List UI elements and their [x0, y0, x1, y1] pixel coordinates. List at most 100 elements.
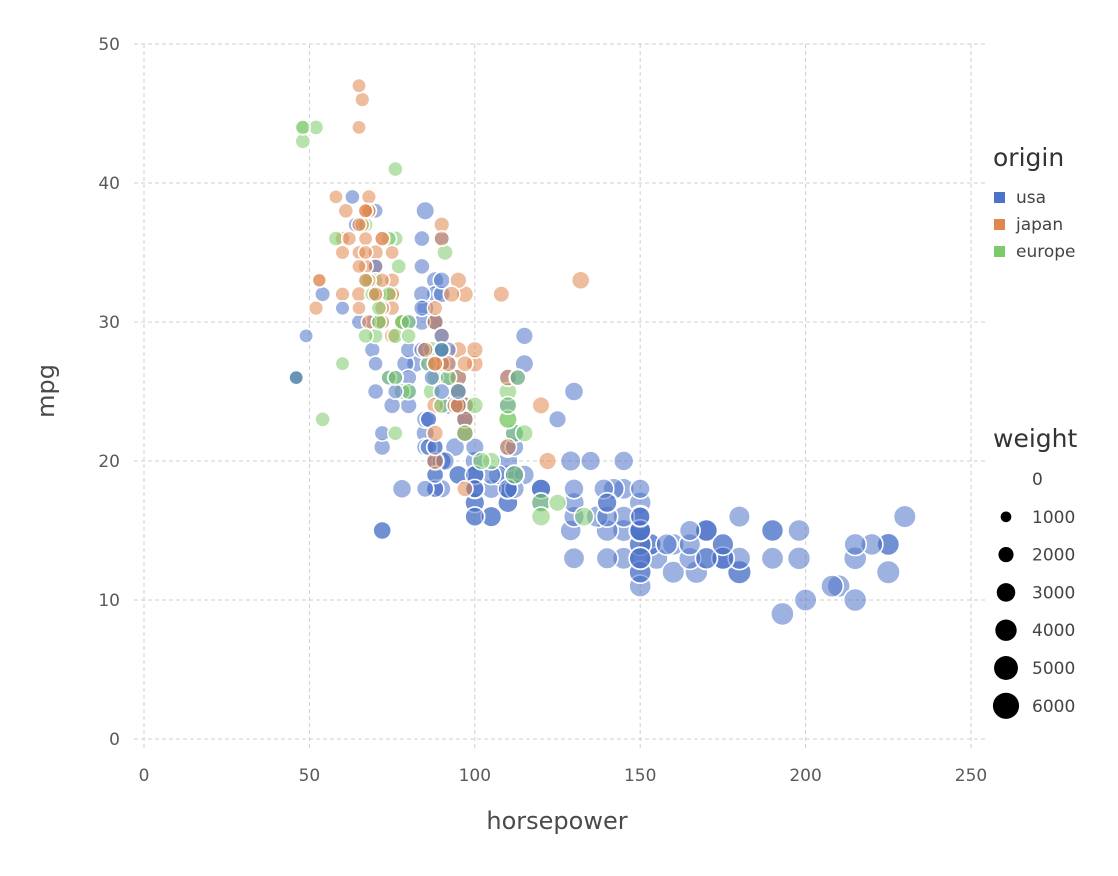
point-japan — [350, 77, 367, 94]
point-usa — [372, 520, 393, 541]
color-legend-title: origin — [993, 143, 1064, 172]
point-usa — [579, 450, 602, 472]
point-japan — [531, 395, 551, 416]
point-usa — [343, 188, 361, 206]
point-usa — [786, 545, 812, 571]
size-legend-dot — [996, 583, 1016, 602]
point-europe — [386, 424, 404, 442]
point-japan — [340, 230, 358, 247]
size-legend-label: 1000 — [1032, 508, 1075, 528]
point-japan — [455, 354, 474, 373]
x-tick-label: 50 — [299, 766, 321, 786]
size-legend-title: weight — [993, 424, 1077, 453]
point-usa — [727, 504, 752, 529]
point-usa — [760, 518, 785, 543]
point-usa — [793, 587, 818, 612]
x-axis: 0 50 100 150 200 250 — [139, 766, 988, 786]
point-japan — [357, 272, 374, 289]
point-japan — [337, 202, 355, 220]
point-japan — [492, 285, 511, 304]
point-usa — [770, 601, 795, 627]
point-europe — [514, 423, 535, 443]
y-axis-title: mpg — [32, 364, 60, 418]
point-europe — [294, 119, 311, 136]
point-japan — [384, 244, 401, 261]
point-usa — [842, 587, 868, 613]
x-tick-label: 250 — [955, 766, 987, 786]
size-legend-label: 2000 — [1032, 546, 1075, 566]
point-japan — [442, 285, 461, 304]
point-usa — [655, 532, 679, 556]
y-tick-label: 30 — [98, 313, 120, 333]
point-usa — [892, 504, 917, 529]
y-tick-label: 0 — [109, 730, 120, 750]
size-legend-label: 0 — [1032, 470, 1043, 490]
size-legend-label: 5000 — [1032, 659, 1075, 679]
point-japan — [426, 424, 445, 443]
point-usa — [367, 355, 384, 373]
point-japan — [433, 230, 451, 248]
point-europe — [390, 257, 408, 275]
point-europe — [400, 327, 417, 345]
point-usa — [820, 574, 845, 599]
point-europe — [508, 368, 527, 387]
point-japan — [307, 299, 325, 317]
point-japan — [367, 286, 384, 303]
point-europe — [370, 313, 388, 331]
point-usa — [412, 229, 431, 248]
point-usa — [464, 506, 486, 528]
point-europe — [547, 493, 568, 513]
point-japan — [334, 244, 351, 261]
point-usa — [628, 546, 653, 571]
point-japan — [426, 355, 444, 373]
point-europe — [471, 451, 492, 471]
size-legend-dot — [994, 656, 1018, 680]
point-japan — [357, 244, 374, 261]
point-usa — [694, 546, 719, 571]
points — [288, 77, 917, 627]
point-japan — [334, 286, 351, 303]
y-tick-label: 20 — [98, 452, 120, 472]
point-usa — [314, 285, 332, 303]
point-europe — [386, 160, 404, 178]
y-tick-label: 40 — [98, 174, 120, 194]
point-usa — [612, 450, 635, 472]
point-europe — [573, 506, 595, 528]
point-japan — [537, 451, 558, 471]
point-usa — [563, 381, 585, 402]
point-japan — [351, 300, 367, 316]
point-europe — [455, 423, 475, 443]
size-legend-label: 3000 — [1032, 583, 1075, 603]
color-legend: origin usa japan europe — [993, 143, 1076, 262]
point-usa — [787, 518, 811, 543]
point-europe — [357, 327, 374, 345]
legend-swatch-europe — [994, 246, 1005, 257]
y-tick-label: 10 — [98, 591, 120, 611]
x-tick-label: 0 — [139, 766, 150, 786]
point-japan — [360, 188, 378, 206]
point-japan — [357, 230, 374, 247]
point-usa — [711, 532, 735, 557]
point-usa — [514, 326, 535, 346]
point-europe — [498, 395, 518, 416]
point-europe — [334, 355, 351, 372]
point-usa — [678, 519, 701, 542]
point-japan — [570, 270, 591, 291]
point-japan — [354, 91, 371, 108]
x-axis-title: horsepower — [486, 807, 627, 835]
size-legend-label: 4000 — [1032, 621, 1075, 641]
size-legend-dot — [998, 547, 1014, 563]
point-usa — [559, 449, 582, 473]
point-usa — [432, 382, 451, 401]
point-japan — [350, 258, 367, 275]
point-usa — [298, 327, 315, 344]
point-europe — [400, 313, 418, 331]
size-legend-dot — [995, 619, 1017, 641]
x-tick-label: 100 — [459, 766, 491, 786]
point-usa — [596, 492, 618, 514]
point-usa — [875, 559, 901, 585]
point-usa — [391, 478, 413, 500]
point-usa — [386, 382, 404, 400]
point-usa — [412, 257, 431, 276]
